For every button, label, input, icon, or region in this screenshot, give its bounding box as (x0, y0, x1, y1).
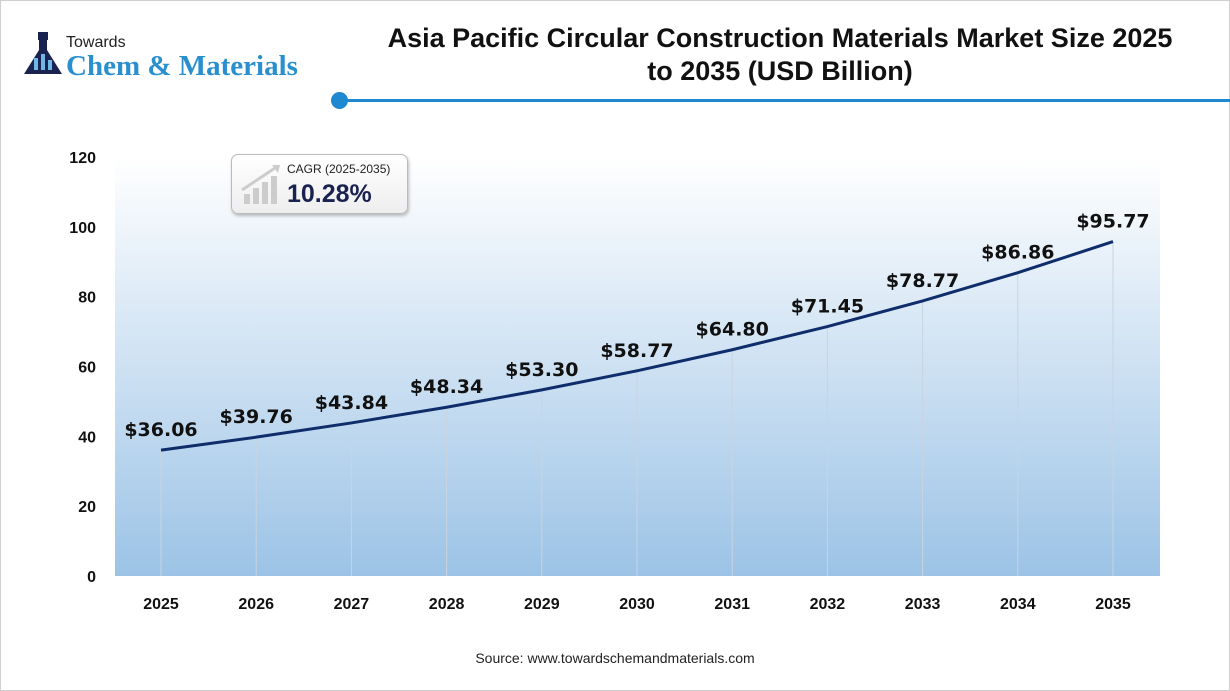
data-label: $43.84 (315, 392, 388, 414)
data-label: $48.34 (410, 376, 483, 398)
data-label: $39.76 (220, 406, 293, 428)
x-tick-label: 2030 (619, 596, 655, 613)
x-tick-label: 2035 (1095, 596, 1131, 613)
y-tick-label: 80 (78, 290, 96, 307)
flask-icon (24, 32, 62, 74)
data-label: $71.45 (791, 296, 864, 318)
cagr-box: CAGR (2025-2035) 10.28% (231, 154, 408, 214)
data-label: $58.77 (600, 340, 673, 362)
y-tick-label: 120 (69, 150, 96, 167)
x-tick-label: 2025 (143, 596, 179, 613)
x-tick-label: 2032 (810, 596, 846, 613)
x-tick-label: 2028 (429, 596, 465, 613)
logo-towards: Towards (66, 34, 126, 51)
source-text: Source: www.towardschemandmaterials.com (475, 650, 755, 666)
title-rule (340, 99, 1230, 102)
logo-brand: Chem & Materials (66, 50, 298, 82)
x-tick-label: 2031 (714, 596, 750, 613)
data-label: $64.80 (696, 319, 769, 341)
x-tick-label: 2034 (1000, 596, 1036, 613)
cagr-value: 10.28% (287, 180, 372, 208)
growth-chart-icon (241, 164, 280, 204)
data-label: $53.30 (505, 359, 578, 381)
x-tick-label: 2033 (905, 596, 941, 613)
title-rule-dot (331, 92, 348, 109)
y-tick-label: 100 (69, 220, 96, 237)
data-label: $78.77 (886, 270, 959, 292)
x-tick-label: 2027 (334, 596, 370, 613)
y-tick-label: 60 (78, 360, 96, 377)
x-tick-label: 2029 (524, 596, 560, 613)
data-label: $95.77 (1076, 211, 1149, 233)
y-tick-label: 20 (78, 499, 96, 516)
x-tick-label: 2026 (238, 596, 274, 613)
y-tick-label: 40 (78, 429, 96, 446)
data-label: $36.06 (124, 419, 197, 441)
data-label: $86.86 (981, 242, 1054, 264)
chart-title: Asia Pacific Circular Construction Mater… (387, 23, 1173, 86)
cagr-label: CAGR (2025-2035) (287, 162, 391, 176)
series-line (160, 240, 1114, 452)
y-tick-label: 0 (87, 569, 96, 586)
